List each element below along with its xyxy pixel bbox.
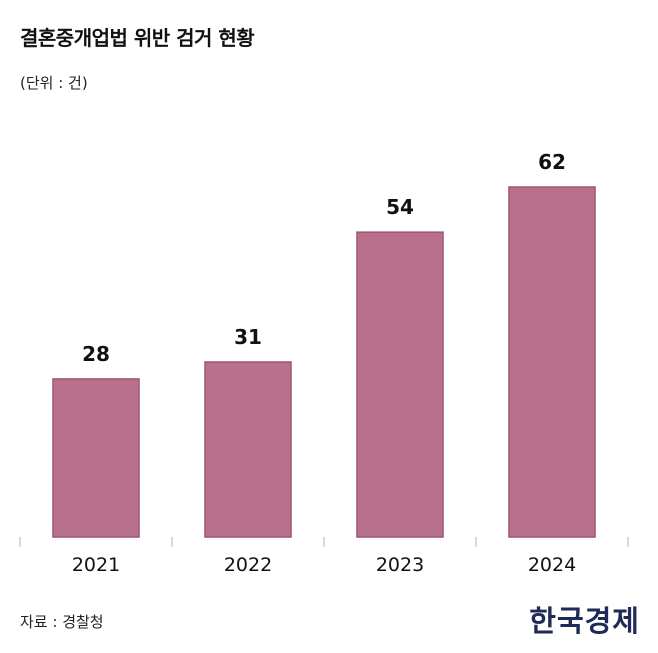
data-label-2024: 62 [538, 150, 566, 174]
unit-label: (단위 : 건) [20, 74, 88, 92]
data-label-2021: 28 [82, 342, 110, 366]
x-tick-label-2021: 2021 [72, 554, 120, 576]
brand-logo: 한국경제 [529, 604, 640, 638]
bar-2021 [52, 378, 140, 538]
bar-2024 [508, 186, 596, 538]
data-label-2022: 31 [234, 325, 262, 349]
bar-2022 [204, 361, 292, 538]
x-tick-label-2022: 2022 [224, 554, 272, 576]
bar-2023 [356, 231, 444, 538]
x-tick-label-2024: 2024 [528, 554, 576, 576]
source-label: 자료 : 경찰청 [20, 613, 104, 631]
data-label-2023: 54 [386, 195, 414, 219]
chart-title: 결혼중개업법 위반 검거 현황 [20, 26, 255, 50]
x-tick-label-2023: 2023 [376, 554, 424, 576]
